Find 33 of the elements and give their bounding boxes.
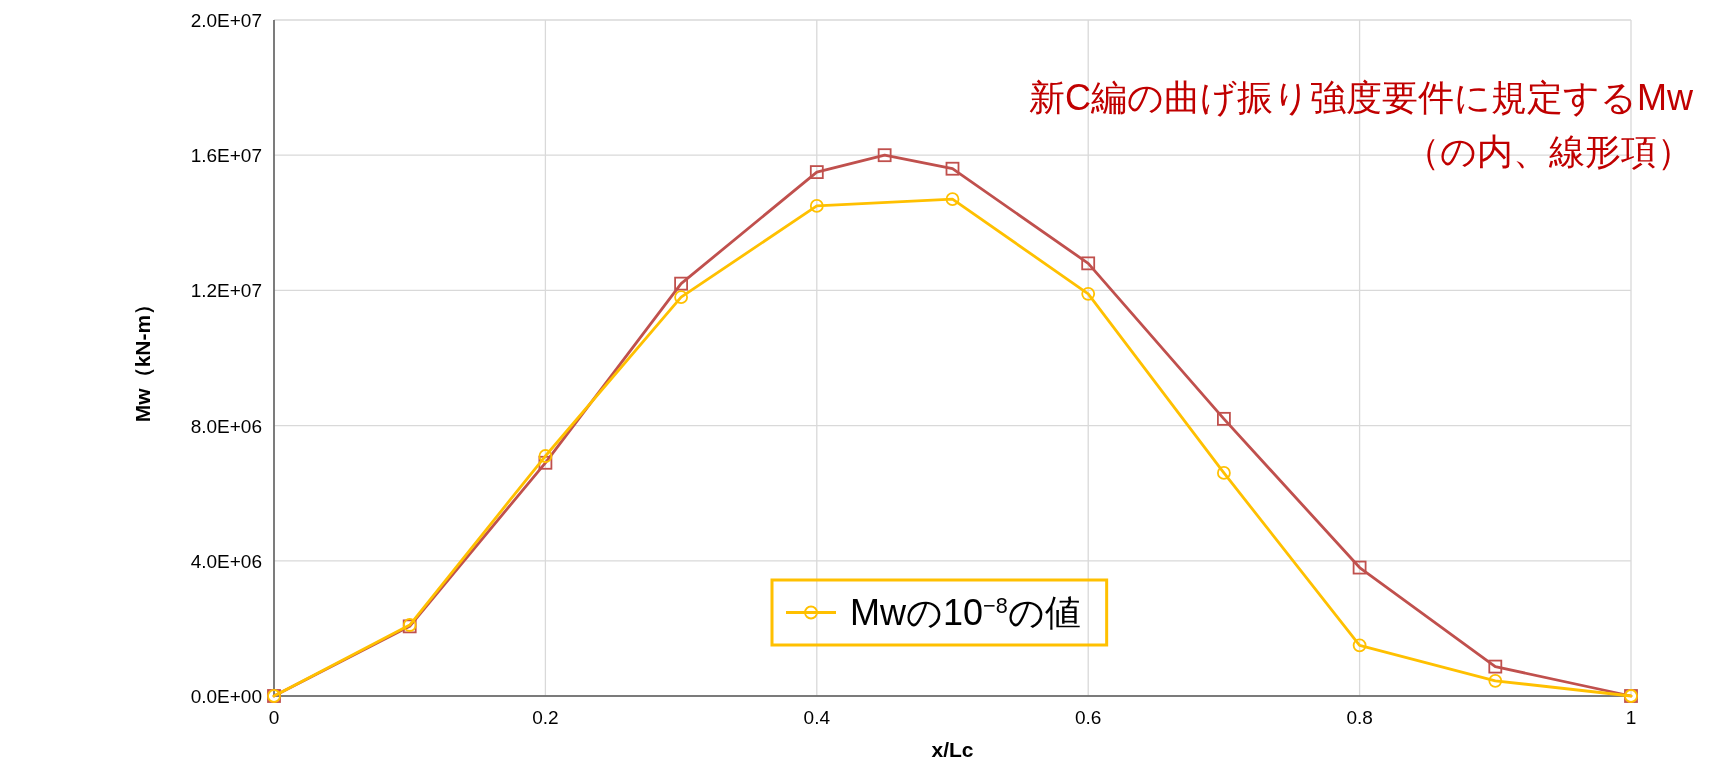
point [1081,286,1096,301]
y-tick-label: 4.0E+06 [190,550,262,572]
point [945,192,960,207]
point [538,449,553,463]
x-tick-label: 1 [1625,707,1637,728]
point [945,161,960,176]
y-tick-label: 2.0E+07 [190,10,262,31]
point [809,165,824,179]
y-tick-label: 1.2E+07 [190,280,262,302]
x-tick-label: 0.8 [1346,707,1373,728]
y-tick-label: 1.6E+07 [190,145,262,167]
point [674,276,688,291]
point [1352,638,1367,653]
legend-label: Mwの10$^{−8}$の値 [850,592,1081,633]
series-label: 新C編の曲げ振り強度要件に規定するMw （の内、線形項） [1029,77,1694,172]
y-tick-label: 8.0E+06 [190,415,262,437]
x-tick-label: 0 [268,707,280,728]
point [877,148,892,163]
y-tick-label: 0.0E+00 [190,686,262,707]
x-tick-label: 0.4 [803,707,831,728]
point [1217,411,1231,426]
x-tick-label: 0.2 [532,707,559,728]
point [1488,659,1503,674]
point [538,455,553,470]
x-tick-label: 0.6 [1074,707,1102,728]
point [809,199,824,213]
point [1217,466,1231,480]
x-axis-title: x/Lc [931,738,974,761]
y-axis-title: Mw（kN-m） [131,293,154,423]
point [1352,560,1367,575]
point [674,290,688,305]
point [1081,256,1096,271]
point [1488,673,1503,688]
